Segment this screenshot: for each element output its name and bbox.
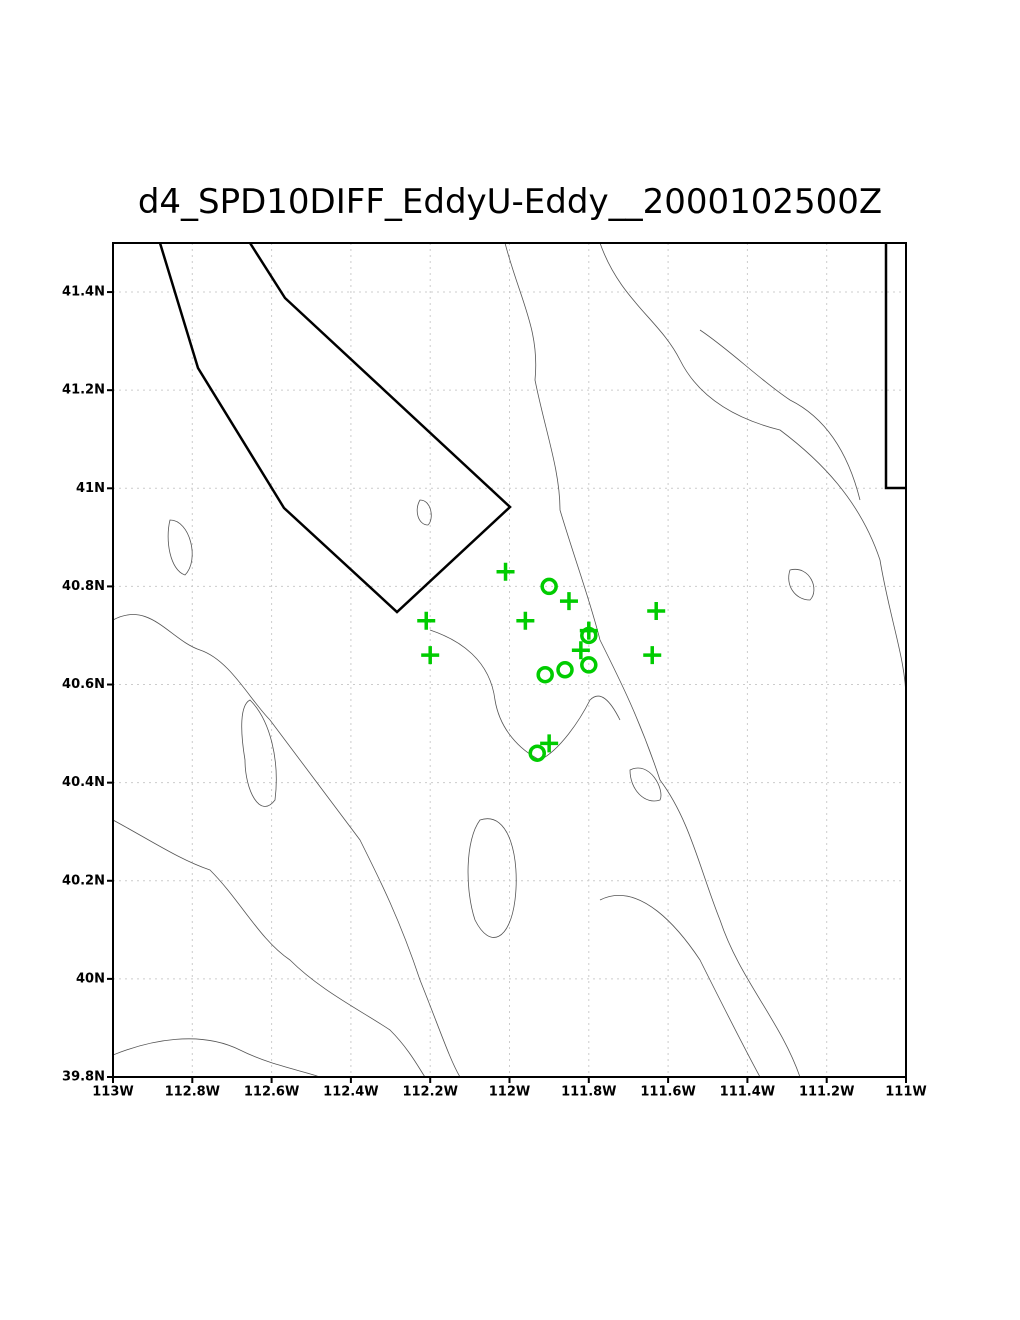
plus-marker xyxy=(540,734,559,753)
chart-title: d4_SPD10DIFF_EddyU-Eddy__2000102500Z xyxy=(138,182,882,222)
x-tick-label: 111.6W xyxy=(640,1085,695,1100)
plus-marker xyxy=(516,611,535,630)
circle-marker xyxy=(556,661,574,679)
contour xyxy=(167,519,193,576)
y-tick-label: 41.4N xyxy=(62,285,105,300)
contour xyxy=(416,499,432,526)
x-tick-label: 112.2W xyxy=(402,1085,457,1100)
contour xyxy=(788,569,815,601)
boundary xyxy=(158,243,512,614)
circle-marker xyxy=(528,744,547,762)
contour xyxy=(113,819,426,1077)
plus-marker xyxy=(643,646,662,665)
x-tick-label: 113W xyxy=(92,1085,133,1100)
markers xyxy=(417,562,666,762)
circle-marker xyxy=(536,665,554,684)
contour xyxy=(113,614,461,1077)
circle-marker xyxy=(580,626,598,645)
x-tick-label: 112.8W xyxy=(165,1085,220,1100)
plus-marker xyxy=(496,562,515,581)
x-tick-label: 111.8W xyxy=(561,1085,616,1100)
y-tick-label: 39.8N xyxy=(62,1070,105,1085)
grid xyxy=(112,243,907,1078)
x-tick-label: 112.6W xyxy=(244,1085,299,1100)
y-tick-label: 41.2N xyxy=(62,383,105,398)
contour xyxy=(599,243,906,701)
plus-marker xyxy=(647,601,666,620)
map-background xyxy=(113,243,906,1077)
contour xyxy=(113,1038,321,1077)
contour xyxy=(429,629,621,761)
plus-marker xyxy=(571,641,590,660)
x-tick-label: 112W xyxy=(489,1085,530,1100)
contour xyxy=(699,329,861,501)
contour xyxy=(241,699,277,807)
boundary xyxy=(884,243,906,490)
y-tick-label: 40.6N xyxy=(62,677,105,692)
y-tick-label: 40N xyxy=(76,971,105,986)
y-tick-label: 40.4N xyxy=(62,775,105,790)
contour xyxy=(629,767,662,802)
plus-marker xyxy=(559,592,578,611)
x-tick-label: 111W xyxy=(885,1085,926,1100)
contour xyxy=(599,895,761,1077)
x-tick-label: 112.4W xyxy=(323,1085,378,1100)
x-tick-label: 111.2W xyxy=(799,1085,854,1100)
y-tick-label: 40.2N xyxy=(62,873,105,888)
contour xyxy=(504,243,801,1077)
x-tick-label: 111.4W xyxy=(720,1085,775,1100)
y-tick-label: 40.8N xyxy=(62,579,105,594)
contour xyxy=(467,818,517,938)
plus-marker xyxy=(417,611,436,630)
circle-marker xyxy=(540,577,558,596)
circle-marker xyxy=(580,656,598,674)
plus-marker xyxy=(421,646,440,665)
y-tick-label: 41N xyxy=(76,481,105,496)
